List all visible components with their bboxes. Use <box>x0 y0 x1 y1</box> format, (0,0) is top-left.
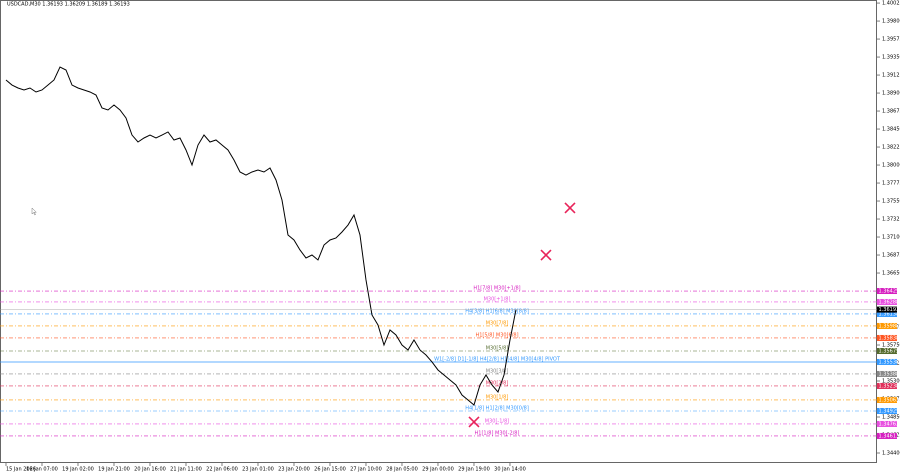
price-badge <box>877 408 897 415</box>
price-badge-label: 1.35838 <box>879 335 900 341</box>
price-badge-label: 1.35538 <box>879 359 900 365</box>
x-marker <box>564 202 576 214</box>
price-badge-label: 1.35988 <box>879 323 900 329</box>
level-label: H4[1/8] H1[2/8] M30[0/8] <box>465 406 529 412</box>
x-tick-label: 15 Jan 2026 <box>6 467 36 473</box>
level-label: W1[-2/8] D1[-1/8] H4[2/8] H1[4/8] M30[4/… <box>434 356 561 362</box>
price-badge <box>877 298 897 305</box>
level-label: M30[2/8] <box>486 380 509 386</box>
y-tick-label: 1.35750 <box>882 343 900 349</box>
price-badge-label: 1.35238 <box>879 383 900 389</box>
x-tick-label: 19 Jan 21:00 <box>98 467 130 473</box>
price-badge <box>877 288 897 295</box>
price-badge-label: 1.34613 <box>879 433 900 439</box>
level-label: M30[1/8] <box>486 394 509 400</box>
y-tick-label: 1.37325 <box>882 217 900 223</box>
x-tick-label: 23 Jan 01:00 <box>242 467 274 473</box>
x-marker <box>468 416 480 428</box>
x-tick-label: 29 Jan 00:00 <box>422 467 454 473</box>
y-tick-label: 1.37775 <box>882 181 900 187</box>
y-tick-label: 1.38225 <box>882 145 900 151</box>
level-label: M30[3/8] <box>486 368 509 374</box>
x-tick-label: 16 Jan 07:00 <box>26 467 58 473</box>
cursor <box>31 207 37 216</box>
y-tick-label: 1.39125 <box>882 73 900 79</box>
level-label: M30[-1/8] <box>485 418 509 424</box>
x-tick-label: 27 Jan 10:00 <box>350 467 382 473</box>
level-label: H1[1/8] M30[-2/8] <box>475 430 520 436</box>
price-badge-label: 1.34925 <box>879 409 900 415</box>
y-tick-label: 1.37550 <box>882 199 900 205</box>
y-tick-label: 1.36875 <box>882 253 900 259</box>
price-badge <box>877 396 897 403</box>
x-tick-label: 23 Jan 20:00 <box>278 467 310 473</box>
x-tick-label: 20 Jan 16:00 <box>134 467 166 473</box>
x-tick-label: 19 Jan 02:00 <box>62 467 94 473</box>
price-badge <box>877 322 897 329</box>
x-tick-label: 29 Jan 19:00 <box>458 467 490 473</box>
level-label: M30[5/8] <box>486 346 509 352</box>
y-tick-label: 1.39575 <box>882 37 900 43</box>
y-tick-label: 1.37100 <box>882 235 900 241</box>
level-label: M30[+1/8] <box>484 296 511 302</box>
level-label: H1[7/8] M30[+1/8] <box>473 286 520 292</box>
price-badge <box>877 370 897 377</box>
y-tick-label: 1.38000 <box>882 163 900 169</box>
price-badge-label: 1.36138 <box>879 311 900 317</box>
price-line <box>5 66 517 406</box>
x-tick-label: 21 Jan 11:00 <box>170 467 202 473</box>
price-badge <box>877 348 897 355</box>
price-badge-label: 1.34763 <box>879 421 900 427</box>
y-tick-label: 1.40025 <box>882 1 900 7</box>
price-badge <box>877 432 897 439</box>
level-label: M30[7/8] <box>486 320 509 326</box>
y-tick-label: 1.34400 <box>882 451 900 457</box>
y-tick-label: 1.38900 <box>882 91 900 97</box>
last-price-label: 1.36193 <box>879 307 900 313</box>
y-tick-label: 1.38675 <box>882 109 900 115</box>
y-tick-label: 1.36650 <box>882 271 900 277</box>
price-badge <box>877 358 897 365</box>
y-tick-label: 1.38450 <box>882 127 900 133</box>
x-tick-label: 28 Jan 05:00 <box>386 467 418 473</box>
x-marker <box>540 249 552 261</box>
price-badge-label: 1.36288 <box>879 299 900 305</box>
y-tick-label: 1.35300 <box>882 379 900 385</box>
price-badge <box>877 382 897 389</box>
x-tick-label: 26 Jan 15:00 <box>314 467 346 473</box>
price-badge <box>877 310 897 317</box>
y-tick-label: 1.34850 <box>882 415 900 421</box>
price-badge-label: 1.35388 <box>879 371 900 377</box>
x-tick-label: 22 Jan 06:00 <box>206 467 238 473</box>
y-tick-label: 1.39800 <box>882 19 900 25</box>
price-badge-label: 1.36425 <box>879 289 900 295</box>
plot-frame <box>0 0 877 463</box>
x-tick-label: 30 Jan 14:00 <box>494 467 526 473</box>
level-label: H4[3/8] H1[6/8] M30[8/8] <box>465 308 529 314</box>
y-tick-label: 1.39350 <box>882 55 900 61</box>
level-label: H1[5/8] M30[6/8] <box>475 332 518 338</box>
price-badge <box>877 420 897 427</box>
price-badge-label: 1.35063 <box>879 397 900 403</box>
last-price-badge <box>877 306 897 313</box>
price-badge <box>877 334 897 341</box>
chart-title: USDCAD,M30 1.36193 1.36209 1.36189 1.361… <box>7 2 130 8</box>
price-badge-label: 1.35675 <box>879 349 900 355</box>
